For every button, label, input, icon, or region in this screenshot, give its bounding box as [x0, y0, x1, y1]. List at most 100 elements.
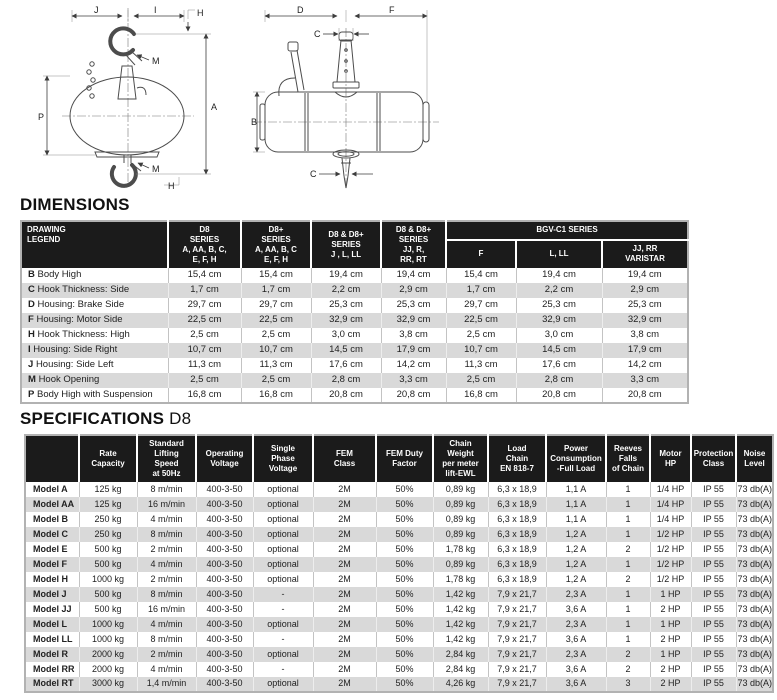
spec-model-cell: Model F [25, 557, 79, 573]
spec-value: - [252, 602, 313, 618]
dimensions-section: DIMENSIONS DRAWING LEGEND D8 SERIES A, AA… [0, 195, 777, 405]
specifications-table-head: Rate Capacity Standard Lifting Speed at 5… [25, 435, 773, 483]
spec-model-cell: Model LL [33, 633, 73, 644]
spec-value: 250 kg [78, 527, 137, 543]
dimension-legend-cell: H Hook Thickness: High [21, 328, 168, 343]
spec-model-cell: Model J [25, 587, 79, 603]
spec-value: 1/2 HP [649, 572, 691, 588]
spec-value: 1 [605, 512, 650, 528]
dimension-value: 19,4 cm [310, 268, 381, 283]
spec-value: 50% [375, 482, 433, 498]
dimension-value: 32,9 cm [515, 313, 602, 328]
spec-value: 1/2 HP [649, 557, 691, 573]
spec-value: 2,3 A [545, 647, 606, 663]
spec-value: 2M [312, 542, 376, 558]
dimension-value: 19,4 cm [380, 268, 446, 283]
spec-value: 2 HP [649, 632, 691, 648]
spec-value: 6,3 x 18,9 [487, 482, 546, 498]
dimension-legend-cell: P Body High with Suspension [21, 388, 168, 403]
spec-value: 50% [375, 527, 433, 543]
dimension-row: D Housing: Brake Side 29,7 cm 29,7 cm 25,3 … [21, 298, 689, 313]
spec-value: 500 kg [78, 542, 137, 558]
spec-value: optional [252, 677, 313, 693]
spec-value: 2M [312, 527, 376, 543]
dim-header-row-2: F L, LL JJ, RR VARISTAR [21, 239, 689, 268]
bottom-plate [94, 151, 160, 158]
spec-value: 73 db(A) [735, 527, 773, 543]
dimension-key: H [28, 329, 35, 341]
spec-value: IP 55 [690, 542, 736, 558]
specifications-title: SPECIFICATIONS D8 [20, 409, 777, 429]
dimension-value: 16,8 cm [445, 388, 516, 404]
dim-label-i: I [154, 5, 157, 15]
dimension-value: 10,7 cm [167, 343, 241, 358]
dimension-key: M [28, 374, 36, 386]
spec-value: 1 [605, 602, 650, 618]
spec-row: Model C 250 kg 8 m/min 400-3-50 optional 2M 50… [25, 527, 773, 543]
dimension-value: 3,8 cm [601, 328, 689, 343]
dimension-value: 3,3 cm [601, 373, 689, 388]
spec-row: Model L 1000 kg 4 m/min 400-3-50 optional 2M 5… [25, 617, 773, 633]
body-seams [304, 93, 381, 151]
spec-value: 2,84 kg [432, 647, 488, 663]
spec-value: 2 [605, 647, 650, 663]
dimension-value: 2,5 cm [445, 328, 516, 343]
dimension-key: D [28, 299, 35, 311]
spec-value: 2M [312, 587, 376, 603]
dimension-legend-cell: C Hook Thickness: Side [21, 283, 168, 298]
lug-holes [344, 48, 349, 73]
spec-header-2: Standard Lifting Speed at 50Hz [136, 435, 196, 483]
spec-value: IP 55 [690, 572, 736, 588]
spec-value: 400-3-50 [195, 677, 253, 693]
dimension-value: 20,8 cm [601, 388, 689, 404]
spec-value: IP 55 [690, 647, 736, 663]
bottom-hook-icon [109, 163, 138, 188]
spec-value: 4 m/min [136, 512, 196, 528]
dimension-label: Housing: Side Left [35, 359, 114, 371]
specifications-title-text: SPECIFICATIONS [20, 409, 165, 429]
spec-value: 400-3-50 [195, 482, 253, 498]
spec-header-13: Noise Level [735, 435, 773, 483]
spec-value: 400-3-50 [195, 512, 253, 528]
lug-flange [332, 81, 360, 89]
dimension-value: 1,7 cm [445, 283, 516, 298]
spec-value: 50% [375, 512, 433, 528]
spec-value: 8 m/min [136, 632, 196, 648]
spec-value: 1,4 m/min [136, 677, 196, 693]
dimension-row: F Housing: Motor Side 22,5 cm 22,5 cm 32,9 … [21, 313, 689, 328]
dimension-value: 14,2 cm [380, 358, 446, 373]
dimension-key: C [28, 284, 35, 296]
spec-value: 400-3-50 [195, 557, 253, 573]
spec-value: 73 db(A) [735, 497, 773, 513]
spec-value: 73 db(A) [735, 647, 773, 663]
spec-value: 1,1 A [545, 512, 606, 528]
spec-value: 2 m/min [136, 542, 196, 558]
spec-value: 3,6 A [545, 677, 606, 693]
dimension-label: Housing: Motor Side [36, 314, 123, 326]
spec-header-3: Operating Voltage [195, 435, 253, 483]
dimension-label: Housing: Side Right [33, 344, 118, 356]
dimension-key: I [28, 344, 31, 356]
spec-value: 2000 kg [78, 662, 137, 678]
spec-header-1: Rate Capacity [78, 435, 137, 483]
spec-value: 8 m/min [136, 482, 196, 498]
spec-value: 400-3-50 [195, 632, 253, 648]
spec-value: optional [252, 572, 313, 588]
dimension-value: 20,8 cm [310, 388, 381, 404]
spec-model-cell: Model R [25, 647, 79, 663]
dim-label-j: J [94, 5, 99, 15]
dim-header-group: BGV-C1 SERIES [444, 221, 689, 241]
spec-header-6: FEM Duty Factor [375, 435, 433, 483]
spec-value: 400-3-50 [195, 542, 253, 558]
spec-value: optional [252, 557, 313, 573]
spec-value: 1000 kg [78, 632, 137, 648]
dimension-value: 3,8 cm [380, 328, 446, 343]
bottom-hook-profile [341, 157, 352, 189]
spec-value: 2M [312, 617, 376, 633]
spec-header-12: Protection Class [690, 435, 736, 483]
spec-value: 6,3 x 18,9 [487, 572, 546, 588]
dimension-value: 16,8 cm [167, 388, 241, 404]
spec-model-cell: Model C [25, 527, 79, 543]
spec-value: 400-3-50 [195, 572, 253, 588]
dimension-value: 25,3 cm [515, 298, 602, 313]
